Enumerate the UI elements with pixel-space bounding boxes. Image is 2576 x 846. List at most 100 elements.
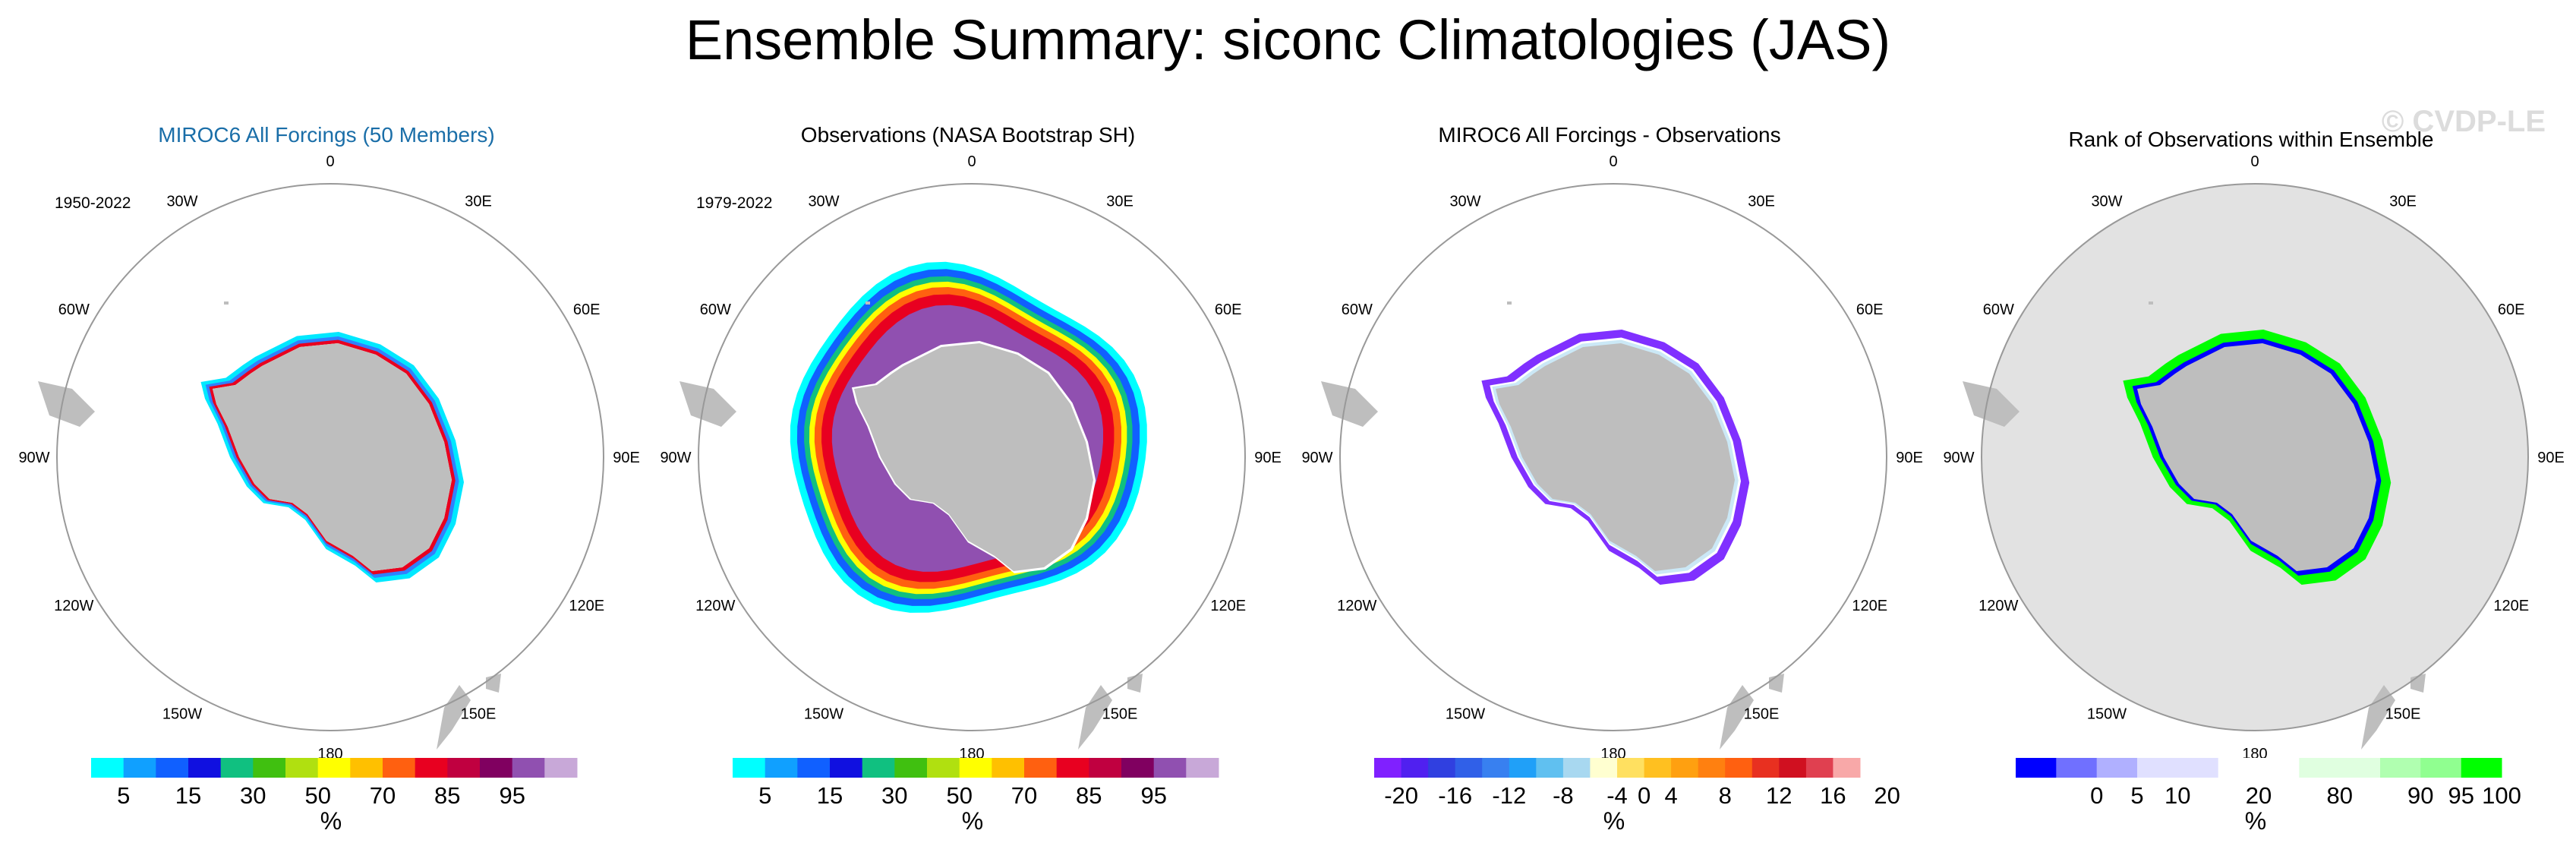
longitude-label: 120W <box>695 598 735 614</box>
colorbar-box <box>2461 758 2502 778</box>
colorbar-box <box>285 758 319 778</box>
colorbar-box <box>2380 758 2421 778</box>
colorbar-tick-label: 50 <box>946 782 972 809</box>
colorbar-tick-label: 95 <box>1140 782 1166 809</box>
new-zealand-land <box>2361 685 2395 750</box>
colorbar-tick-label: 80 <box>2326 782 2352 809</box>
colorbar-box <box>765 758 798 778</box>
colorbar-unit: % <box>962 807 983 835</box>
panel-title: Observations (NASA Bootstrap SH) <box>800 123 1136 147</box>
longitude-label: 150W <box>162 706 202 723</box>
longitude-label: 0 <box>967 153 976 170</box>
new-zealand-land <box>437 685 471 750</box>
longitude-label: 150E <box>461 706 497 723</box>
new-zealand-north-land <box>2410 674 2426 693</box>
longitude-label: 60W <box>58 301 90 318</box>
colorbar-tick-label: 70 <box>1011 782 1037 809</box>
colorbar-box <box>733 758 766 778</box>
colorbar-box <box>2177 758 2219 778</box>
island <box>1507 301 1512 305</box>
panel-title: MIROC6 All Forcings (50 Members) <box>158 123 495 147</box>
colorbar-box <box>2299 758 2341 778</box>
colorbar-tick-label: 4 <box>1664 782 1677 809</box>
colorbar-box <box>2137 758 2178 778</box>
colorbar-box <box>1536 758 1564 778</box>
colorbar-box <box>220 758 254 778</box>
colorbar-box <box>1805 758 1833 778</box>
antarctica-land <box>1496 343 1735 571</box>
colorbar-box <box>1562 758 1591 778</box>
island <box>865 301 870 305</box>
island <box>224 301 229 305</box>
longitude-label: 90W <box>1943 450 1974 466</box>
colorbar-box <box>156 758 189 778</box>
colorbar-box <box>992 758 1025 778</box>
watermark: © CVDP-LE <box>2381 105 2546 138</box>
colorbar-box <box>480 758 513 778</box>
antarctica-land <box>854 343 1093 571</box>
colorbar-box <box>350 758 383 778</box>
longitude-label: 30W <box>2091 193 2122 210</box>
colorbar-tick-label: 0 <box>1638 782 1651 809</box>
new-zealand-north-land <box>486 674 501 693</box>
longitude-label: 120E <box>569 598 604 614</box>
longitude-label: 60E <box>573 301 601 318</box>
map-boundary <box>1981 183 2529 731</box>
colorbar-box <box>317 758 351 778</box>
panel-title: Rank of Observations within Ensemble <box>2068 128 2434 151</box>
colorbar-box <box>2259 758 2300 778</box>
colorbar-tick-label: 8 <box>1719 782 1732 809</box>
new-zealand-land <box>1720 685 1754 750</box>
colorbar-box <box>1089 758 1122 778</box>
colorbar-unit: % <box>320 807 342 835</box>
colorbar-box <box>927 758 960 778</box>
panel-observations-climatology: Observations (NASA Bootstrap SH) 1979-20… <box>649 114 1287 835</box>
colorbar-tick-label: 95 <box>2448 782 2474 809</box>
colorbar-box <box>2339 758 2381 778</box>
longitude-label: 60W <box>1342 301 1373 318</box>
longitude-label: 90W <box>1301 450 1332 466</box>
longitude-label: 60E <box>2498 301 2525 318</box>
south-america-land <box>1321 381 1378 427</box>
longitude-label: 30E <box>1106 193 1134 210</box>
longitude-label: 150W <box>1446 706 1485 723</box>
colorbar-tick-label: 30 <box>881 782 907 809</box>
colorbar-box <box>862 758 895 778</box>
colorbar-tick-label: 70 <box>370 782 396 809</box>
colorbar-tick-label: 85 <box>434 782 460 809</box>
colorbar-tick-label: -8 <box>1553 782 1574 809</box>
colorbar-box <box>188 758 222 778</box>
colorbar-box <box>91 758 125 778</box>
colorbar-tick-label: 5 <box>2130 782 2143 809</box>
colorbar-box <box>1617 758 1645 778</box>
longitude-label: 0 <box>2250 153 2259 170</box>
panel-difference: MIROC6 All Forcings - Observations 0 30E 6… <box>1291 114 1928 835</box>
colorbar-box <box>1401 758 1429 778</box>
new-zealand-land <box>1078 685 1112 750</box>
colorbar-box <box>2218 758 2259 778</box>
colorbar-unit: % <box>1603 807 1625 835</box>
longitude-label: 90E <box>613 450 640 466</box>
colorbar-box <box>1455 758 1483 778</box>
colorbar-tick-label: 90 <box>2407 782 2433 809</box>
colorbar-tick-label: 50 <box>304 782 330 809</box>
south-america-land <box>679 381 736 427</box>
longitude-label: 60E <box>1215 301 1242 318</box>
colorbar-tick-label: 15 <box>175 782 201 809</box>
colorbar-box <box>1590 758 1618 778</box>
colorbar-box <box>1725 758 1753 778</box>
colorbar-tick-label: 20 <box>2246 782 2272 809</box>
colorbar-box <box>1056 758 1089 778</box>
longitude-label: 120W <box>1337 598 1376 614</box>
colorbar-box <box>1121 758 1155 778</box>
colorbar-tick-label: 5 <box>117 782 130 809</box>
colorbar-box <box>1186 758 1219 778</box>
longitude-label: 150E <box>1102 706 1138 723</box>
colorbar-tick-label: 12 <box>1766 782 1792 809</box>
longitude-label: 30E <box>465 193 492 210</box>
colorbar-tick-label: 0 <box>2090 782 2103 809</box>
colorbar-tick-label: -16 <box>1438 782 1472 809</box>
colorbar-box <box>1428 758 1456 778</box>
antarctica-land <box>213 343 452 571</box>
